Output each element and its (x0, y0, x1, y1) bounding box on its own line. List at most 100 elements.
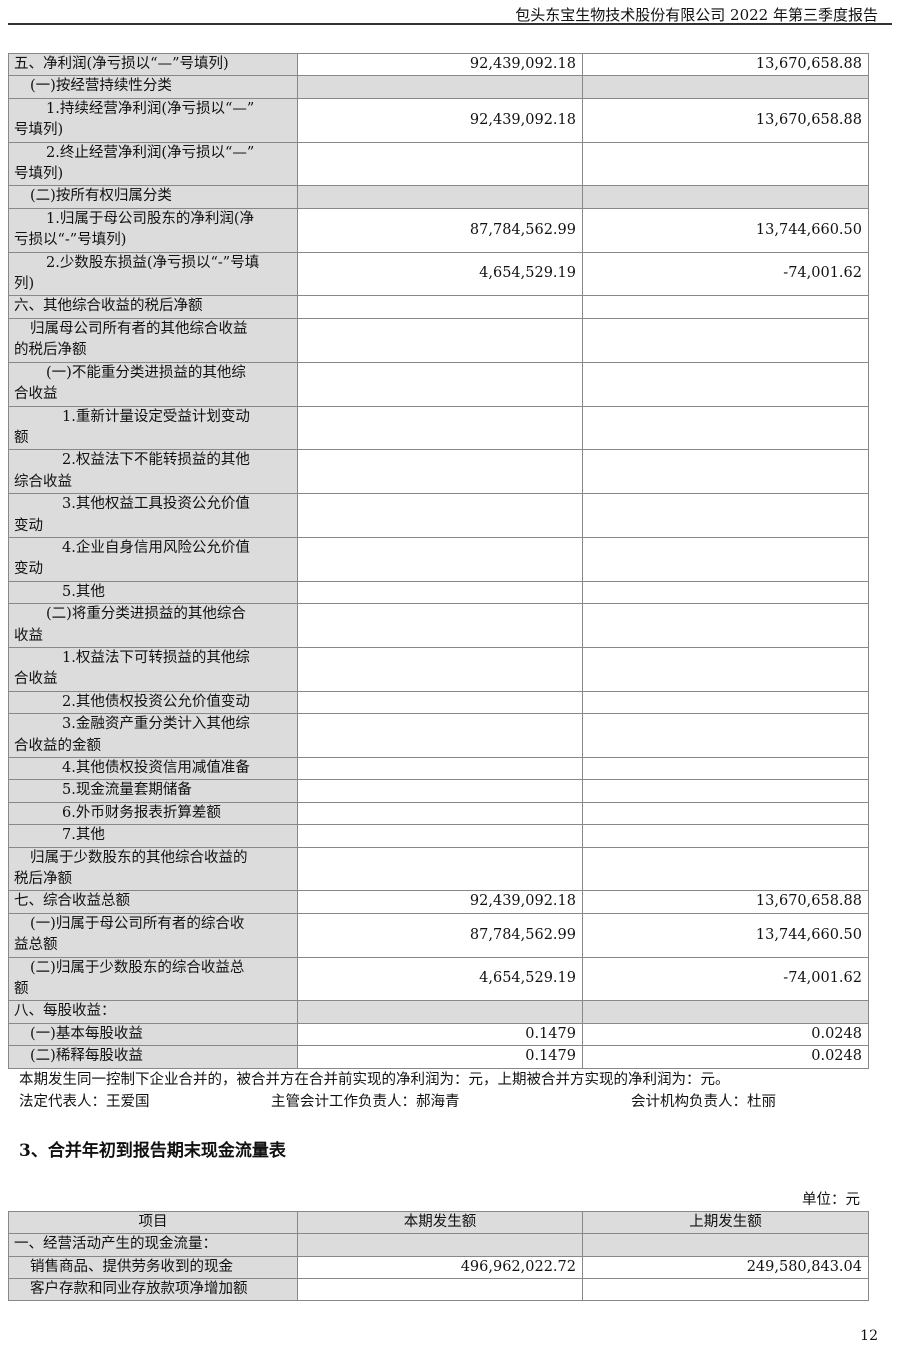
cashflow-section-title: 3、合并年初到报告期末现金流量表 (19, 1140, 286, 1161)
row-value-current: 0.1479 (297, 1045, 583, 1069)
row-value-prior (582, 295, 869, 319)
row-label: 4.其他债权投资信用减值准备 (8, 756, 298, 781)
row-value-prior: -74,001.62 (582, 956, 869, 1002)
row-label: 1.权益法下可转损益的其他综 合收益 (8, 646, 298, 692)
row-value-prior (582, 75, 869, 99)
table-row: 七、综合收益总额 92,439,092.18 13,670,658.88 (8, 890, 869, 914)
row-label: 6.外币财务报表折算差额 (8, 801, 298, 826)
row-label: 1.持续经营净利润(净亏损以“—” 号填列) (8, 97, 298, 143)
row-value-prior (582, 405, 869, 451)
row-value-prior: 13,744,660.50 (582, 207, 869, 253)
row-label: 五、净利润(净亏损以“—”号填列) (8, 52, 298, 77)
row-value-current (297, 317, 583, 363)
row-value-current (297, 1277, 583, 1302)
row-value-current (297, 603, 583, 648)
row-label: 客户存款和同业存放款项净增加额 (8, 1277, 298, 1302)
table-row: (一)基本每股收益 0.1479 0.0248 (8, 1022, 869, 1047)
row-value-current: 4,654,529.19 (297, 251, 583, 297)
row-label: 3.其他权益工具投资公允价值 变动 (8, 493, 298, 538)
table-row: 1.归属于母公司股东的净利润(净 亏损以“-”号填列) 87,784,562.99… (8, 207, 869, 253)
table-row: (二)稀释每股收益 0.1479 0.0248 (8, 1045, 869, 1069)
row-label: 销售商品、提供劳务收到的现金 (8, 1255, 298, 1279)
row-label: 5.其他 (8, 580, 298, 605)
row-value-current (297, 690, 583, 715)
report-body: 五、净利润(净亏损以“—”号填列) 92,439,092.18 13,670,658… (8, 52, 892, 1345)
page-number: 12 (860, 1328, 878, 1345)
legal-representative: 法定代表人：王爱国 (19, 1093, 150, 1110)
row-value-prior (582, 317, 869, 363)
row-value-current (297, 756, 583, 781)
row-value-prior: 13,670,658.88 (582, 52, 869, 77)
row-value-prior: 0.0248 (582, 1022, 869, 1047)
row-label: 1.归属于母公司股东的净利润(净 亏损以“-”号填列) (8, 207, 298, 253)
row-label: (一)基本每股收益 (8, 1022, 298, 1047)
row-label: 2.权益法下不能转损益的其他 综合收益 (8, 449, 298, 495)
table-row: 六、其他综合收益的税后净额 (8, 295, 869, 319)
table-row: 3.金融资产重分类计入其他综 合收益的金额 (8, 713, 869, 758)
row-value-prior (582, 756, 869, 781)
table-row: 6.外币财务报表折算差额 (8, 801, 869, 826)
table-row: 1.权益法下可转损益的其他综 合收益 (8, 646, 869, 692)
income-statement-table: 五、净利润(净亏损以“—”号填列) 92,439,092.18 13,670,658… (8, 52, 869, 1069)
table-row: 1.重新计量设定受益计划变动 额 (8, 405, 869, 451)
row-value-prior (582, 449, 869, 495)
row-value-current (297, 493, 583, 538)
report-header-title: 包头东宝生物技术股份有限公司 2022 年第三季度报告 (515, 6, 878, 24)
row-value-prior: 13,670,658.88 (582, 890, 869, 914)
row-value-prior (582, 646, 869, 692)
row-value-prior (582, 580, 869, 605)
row-label: 5.现金流量套期储备 (8, 779, 298, 803)
row-value-current (297, 405, 583, 451)
row-value-prior (582, 185, 869, 209)
row-value-current (297, 295, 583, 319)
row-label: (二)按所有权归属分类 (8, 185, 298, 209)
row-value-prior (582, 779, 869, 803)
table-row: 归属母公司所有者的其他综合收益 的税后净额 (8, 317, 869, 363)
table-row: 1.持续经营净利润(净亏损以“—” 号填列) 92,439,092.18 13,67… (8, 97, 869, 143)
table-row: 4.其他债权投资信用减值准备 (8, 756, 869, 781)
cashflow-header-row: 项目 本期发生额 上期发生额 (8, 1210, 869, 1235)
table-row: 2.权益法下不能转损益的其他 综合收益 (8, 449, 869, 495)
table-row: 5.现金流量套期储备 (8, 779, 869, 803)
column-header-current: 本期发生额 (297, 1210, 583, 1235)
row-label: (二)归属于少数股东的综合收益总 额 (8, 956, 298, 1002)
row-value-current (297, 1233, 583, 1257)
row-value-prior (582, 824, 869, 848)
row-value-current (297, 536, 583, 582)
column-header-prior: 上期发生额 (582, 1210, 869, 1235)
row-value-current: 92,439,092.18 (297, 97, 583, 143)
header-divider (8, 23, 892, 25)
row-value-prior (582, 1000, 869, 1024)
cashflow-table: 项目 本期发生额 上期发生额 一、经营活动产生的现金流量： 销售商品、提供劳务收到… (8, 1210, 869, 1302)
table-row: 5.其他 (8, 580, 869, 605)
row-value-current (297, 75, 583, 99)
row-label: (一)归属于母公司所有者的综合收 益总额 (8, 912, 298, 958)
table-row: 归属于少数股东的其他综合收益的 税后净额 (8, 846, 869, 892)
column-header-item: 项目 (8, 1210, 298, 1235)
row-value-prior (582, 603, 869, 648)
row-value-prior (582, 536, 869, 582)
row-label: 1.重新计量设定受益计划变动 额 (8, 405, 298, 451)
row-label: 4.企业自身信用风险公允价值 变动 (8, 536, 298, 582)
row-label: 7.其他 (8, 824, 298, 848)
row-value-current: 92,439,092.18 (297, 52, 583, 77)
table-row: 2.终止经营净利润(净亏损以“—” 号填列) (8, 141, 869, 187)
row-value-current (297, 361, 583, 407)
row-value-current (297, 801, 583, 826)
row-value-current (297, 846, 583, 892)
row-value-prior (582, 1277, 869, 1302)
row-value-current (297, 646, 583, 692)
table-row: 一、经营活动产生的现金流量： (8, 1233, 869, 1257)
table-row: 7.其他 (8, 824, 869, 848)
row-value-current (297, 449, 583, 495)
row-value-prior: 13,670,658.88 (582, 97, 869, 143)
table-row: (一)按经营持续性分类 (8, 75, 869, 99)
signature-line: 法定代表人：王爱国 主管会计工作负责人：郝海青 会计机构负责人：杜丽 (8, 1091, 892, 1113)
row-label: 归属于少数股东的其他综合收益的 税后净额 (8, 846, 298, 892)
row-label: (二)稀释每股收益 (8, 1045, 298, 1069)
row-label: 六、其他综合收益的税后净额 (8, 295, 298, 319)
row-value-prior (582, 846, 869, 892)
row-value-current (297, 580, 583, 605)
row-value-prior (582, 361, 869, 407)
row-label: (二)将重分类进损益的其他综合 收益 (8, 603, 298, 648)
